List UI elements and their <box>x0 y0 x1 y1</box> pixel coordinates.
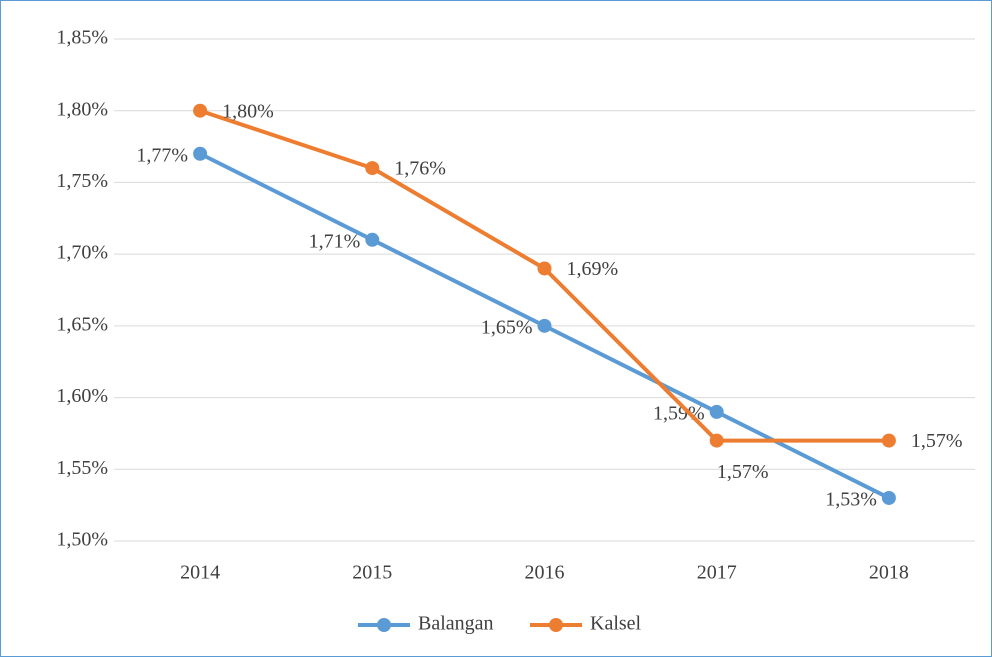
y-tick-label: 1,65% <box>56 313 108 335</box>
data-label: 1,65% <box>481 316 533 338</box>
x-tick-label: 2015 <box>352 562 392 584</box>
data-point <box>193 103 208 118</box>
data-point <box>537 318 552 333</box>
data-label: 1,57% <box>717 461 769 483</box>
data-point <box>365 232 380 247</box>
legend-label: Balangan <box>418 613 494 635</box>
x-tick-label: 2016 <box>525 562 565 584</box>
legend-label: Kalsel <box>590 613 642 635</box>
y-tick-label: 1,55% <box>56 457 108 479</box>
y-tick-label: 1,50% <box>56 529 108 551</box>
legend-marker <box>549 618 563 632</box>
x-tick-label: 2017 <box>697 562 737 584</box>
data-point <box>193 146 208 161</box>
data-point <box>365 161 380 176</box>
data-label: 1,76% <box>394 158 446 180</box>
y-tick-label: 1,70% <box>56 242 108 264</box>
data-label: 1,53% <box>825 489 877 511</box>
data-point <box>709 404 724 419</box>
y-tick-label: 1,85% <box>56 27 108 49</box>
x-tick-label: 2018 <box>869 562 909 584</box>
data-label: 1,71% <box>309 230 361 252</box>
data-label: 1,59% <box>653 403 705 425</box>
y-tick-label: 1,80% <box>56 98 108 120</box>
data-label: 1,69% <box>567 258 619 280</box>
data-point <box>537 261 552 276</box>
data-point <box>881 433 896 448</box>
legend-marker <box>377 618 391 632</box>
y-tick-label: 1,75% <box>56 170 108 192</box>
data-point <box>881 490 896 505</box>
y-tick-label: 1,60% <box>56 385 108 407</box>
data-point <box>709 433 724 448</box>
data-label: 1,57% <box>911 430 963 452</box>
data-label: 1,77% <box>136 144 188 166</box>
x-tick-label: 2014 <box>180 562 220 584</box>
data-label: 1,80% <box>222 100 274 122</box>
